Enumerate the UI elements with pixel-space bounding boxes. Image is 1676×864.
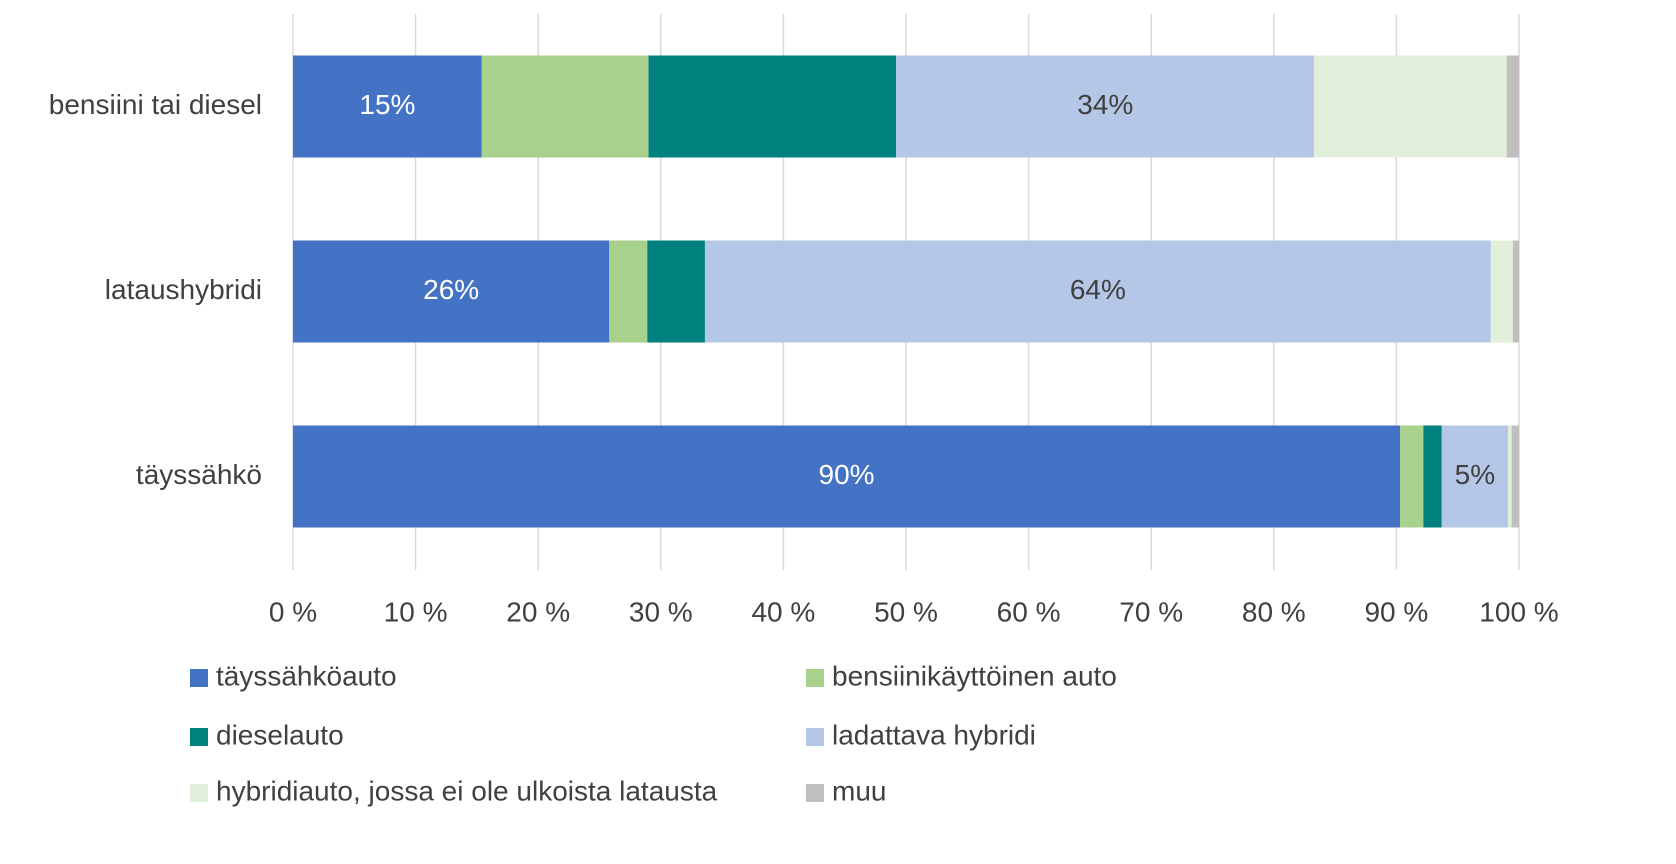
x-tick-label: 50 %: [874, 596, 938, 627]
y-tick-label: bensiini tai diesel: [49, 89, 262, 120]
legend-swatch: [806, 728, 824, 746]
legend-swatch: [806, 669, 824, 687]
legend-swatch: [190, 784, 208, 802]
legend-swatch: [190, 669, 208, 687]
bar-segment: [1512, 240, 1519, 343]
bar-segment: [293, 240, 610, 343]
bar-segment: [648, 55, 897, 158]
value-label: 34%: [1077, 89, 1133, 120]
legend-label: hybridiauto, jossa ei ole ulkoista latau…: [216, 775, 718, 806]
bar-segment: [896, 55, 1315, 158]
x-tick-label: 0 %: [269, 596, 317, 627]
bar-segment: [647, 240, 705, 343]
legend-label: bensiinikäyttöinen auto: [832, 660, 1117, 691]
bar-segment: [293, 425, 1401, 528]
bar-segment: [1441, 425, 1508, 528]
bar-segment: [293, 55, 482, 158]
legend-label: muu: [832, 775, 886, 806]
bar-segment: [704, 240, 1491, 343]
value-label: 64%: [1070, 274, 1126, 305]
bar-segment: [1511, 425, 1519, 528]
x-tick-label: 40 %: [751, 596, 815, 627]
value-label: 90%: [819, 459, 875, 490]
bar-segment: [1490, 240, 1513, 343]
value-label: 15%: [359, 89, 415, 120]
bar-segment: [609, 240, 648, 343]
legend-swatch: [190, 728, 208, 746]
value-label: 5%: [1455, 459, 1495, 490]
x-tick-label: 100 %: [1479, 596, 1558, 627]
bar-segment: [1507, 425, 1512, 528]
y-tick-label: lataushybridi: [105, 274, 262, 305]
bar-segment: [1423, 425, 1442, 528]
x-tick-label: 10 %: [384, 596, 448, 627]
x-tick-label: 70 %: [1119, 596, 1183, 627]
legend-label: dieselauto: [216, 719, 344, 750]
x-tick-label: 30 %: [629, 596, 693, 627]
x-tick-label: 60 %: [997, 596, 1061, 627]
y-tick-label: täyssähkö: [136, 459, 262, 490]
legend-label: ladattava hybridi: [832, 719, 1036, 750]
x-tick-label: 90 %: [1364, 596, 1428, 627]
value-label: 26%: [423, 274, 479, 305]
bar-segment: [481, 55, 649, 158]
bar-segment: [1314, 55, 1507, 158]
bar-segment: [1506, 55, 1519, 158]
bar-segment: [1400, 425, 1424, 528]
legend-label: täyssähköauto: [216, 660, 397, 691]
x-tick-label: 20 %: [506, 596, 570, 627]
legend-swatch: [806, 784, 824, 802]
x-tick-label: 80 %: [1242, 596, 1306, 627]
